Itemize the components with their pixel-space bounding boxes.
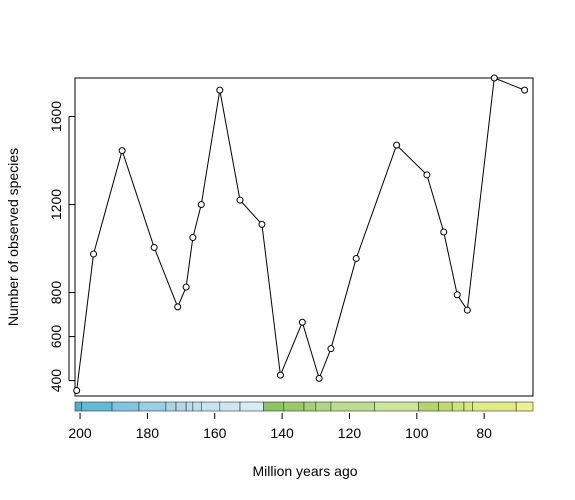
- data-point: [276, 371, 284, 379]
- timescale-segment: [74, 401, 83, 412]
- data-point: [327, 345, 335, 353]
- plot-area-frame: [74, 77, 534, 397]
- data-point: [118, 147, 126, 155]
- timescale-segment: [192, 401, 202, 412]
- y-tick-label: 1200: [48, 189, 64, 220]
- data-point: [298, 318, 306, 326]
- x-axis: 200 180 160 140 120 100 80: [68, 413, 492, 441]
- timescale-segment: [138, 401, 167, 412]
- data-point: [440, 228, 448, 236]
- timescale-segment: [283, 401, 305, 412]
- data-point: [423, 171, 431, 179]
- x-tick-label: 120: [338, 425, 362, 441]
- timescale-segment: [175, 401, 187, 412]
- data-point: [463, 306, 471, 314]
- data-point: [90, 250, 98, 258]
- data-point: [315, 374, 323, 382]
- timescale-segment: [374, 401, 419, 412]
- timescale-segment: [438, 401, 453, 412]
- x-tick-label: 100: [405, 425, 429, 441]
- timescale-segment: [472, 401, 517, 412]
- data-point: [197, 201, 205, 209]
- data-point: [352, 254, 360, 262]
- data-point: [393, 141, 401, 149]
- x-tick-label: 200: [68, 425, 92, 441]
- timescale-segment: [263, 401, 285, 412]
- series-polyline: [76, 77, 525, 391]
- timescale-segment: [451, 401, 465, 412]
- timescale-segment: [111, 401, 140, 412]
- x-tick-label: 180: [136, 425, 160, 441]
- timescale-segment: [315, 401, 332, 412]
- timescale-bar: [74, 401, 534, 412]
- data-point: [490, 74, 498, 82]
- timescale-segment: [330, 401, 376, 412]
- timescale-segment: [185, 401, 194, 412]
- data-point: [236, 196, 244, 204]
- x-tick-label: 80: [476, 425, 492, 441]
- y-axis: 400 600 800 1200 1600: [48, 101, 75, 393]
- data-point: [174, 303, 182, 311]
- timescale-segment: [418, 401, 440, 412]
- x-tick-label: 140: [270, 425, 294, 441]
- y-axis-title: Number of observed species: [5, 148, 21, 326]
- data-point: [189, 234, 197, 242]
- timescale-segment: [463, 401, 473, 412]
- timescale-segment: [81, 401, 113, 412]
- data-point: [258, 220, 266, 228]
- y-tick-label: 800: [48, 281, 64, 305]
- data-point: [521, 86, 529, 94]
- timescale-segment: [239, 401, 264, 412]
- x-axis-title: Million years ago: [252, 463, 357, 479]
- timescale-segment: [515, 401, 534, 412]
- x-tick-label: 160: [203, 425, 227, 441]
- timescale-segment: [200, 401, 221, 412]
- y-tick-label: 400: [48, 369, 64, 393]
- timescale-segment: [219, 401, 241, 412]
- timescale-segment: [165, 401, 177, 412]
- y-tick-label: 1600: [48, 101, 64, 132]
- data-point: [216, 86, 224, 94]
- y-tick-label: 600: [48, 325, 64, 349]
- data-point: [453, 291, 461, 299]
- series-points: [73, 74, 529, 394]
- data-point: [150, 243, 158, 251]
- data-point: [73, 386, 81, 394]
- timescale-segment: [303, 401, 317, 412]
- series-line: [76, 77, 525, 391]
- data-point: [182, 283, 190, 291]
